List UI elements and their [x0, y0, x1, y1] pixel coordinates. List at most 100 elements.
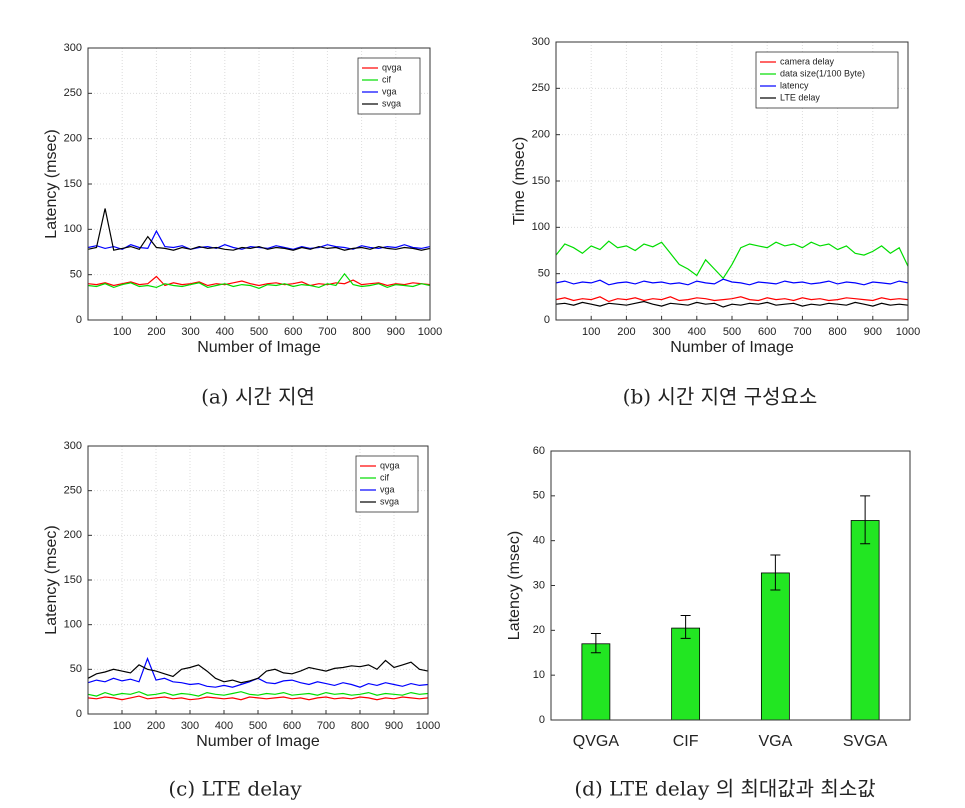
plot-area [551, 451, 910, 720]
x-axis-label: Number of Image [197, 339, 321, 356]
legend: qvga cif vga svga [357, 57, 421, 115]
caption: (d) LTE delay 의 최대값과 최소값 [574, 777, 875, 801]
caption: (a) 시간 지연 [201, 385, 315, 409]
legend: camera delay data size(1/100 Byte) latency… [755, 51, 899, 109]
y-axis-label: Latency (msec) [43, 525, 60, 634]
series-line [555, 240, 909, 280]
y-axis-label: Latency (msec) [43, 129, 60, 238]
x-tick-label: 700 [317, 720, 335, 732]
x-axis-label: Number of Image [670, 339, 794, 356]
x-tick-label: 300 [652, 326, 670, 338]
legend-label: camera delay [780, 56, 835, 66]
x-tick-label: 400 [216, 326, 234, 338]
axes-frame [550, 450, 911, 721]
legend-box [755, 51, 899, 109]
x-tick-label: 700 [318, 326, 336, 338]
x-tick-label: 300 [181, 720, 199, 732]
caption: (b) 시간 지연 구성요소 [623, 385, 818, 409]
y-tick-label: 150 [64, 574, 82, 586]
x-tick-label: 600 [758, 326, 776, 338]
y-tick-label: 40 [533, 535, 545, 547]
series-line [87, 691, 429, 697]
y-tick-label: 100 [532, 221, 550, 233]
y-tick-label: 200 [64, 133, 82, 145]
bar [671, 627, 701, 721]
series-line [87, 659, 429, 684]
x-axis-label: Number of Image [196, 733, 320, 750]
error-bar [860, 495, 871, 545]
y-axis-label: Time (msec) [511, 137, 528, 225]
x-tick-label: CIF [673, 733, 699, 750]
legend-box [355, 455, 419, 513]
x-tick-label: 100 [113, 720, 131, 732]
x-tick-label: 500 [249, 720, 267, 732]
x-tick-label: 400 [215, 720, 233, 732]
y-tick-label: 10 [533, 669, 545, 681]
x-tick-label: 300 [181, 326, 199, 338]
y-tick-label: 100 [64, 223, 82, 235]
bar [760, 572, 790, 721]
x-tick-label: 600 [283, 720, 301, 732]
series-line [87, 695, 429, 701]
y-tick-label: 50 [533, 490, 545, 502]
y-tick-label: 0 [76, 314, 82, 326]
legend-label: cif [382, 74, 391, 84]
legend-label: LTE delay [780, 92, 820, 102]
y-tick-label: 250 [64, 485, 82, 497]
x-tick-label: 800 [351, 720, 369, 732]
x-tick-label: 900 [387, 326, 405, 338]
x-tick-label: 100 [113, 326, 131, 338]
y-tick-label: 250 [532, 82, 550, 94]
series-line [555, 278, 909, 286]
legend-box [357, 57, 421, 115]
y-tick-label: 200 [532, 129, 550, 141]
y-tick-label: 20 [533, 624, 545, 636]
legend-label: cif [380, 472, 389, 482]
y-tick-label: 50 [70, 663, 82, 675]
x-tick-label: 500 [723, 326, 741, 338]
legend-label: latency [780, 80, 809, 90]
x-tick-label: 400 [688, 326, 706, 338]
y-tick-label: 300 [64, 42, 82, 54]
legend-label: svga [380, 496, 399, 506]
x-tick-label: 200 [147, 326, 165, 338]
y-tick-label: 0 [76, 708, 82, 720]
y-axis-label: Latency (msec) [506, 531, 523, 640]
error-bar [770, 554, 781, 591]
x-tick-label: 1000 [418, 326, 442, 338]
bar [850, 520, 880, 721]
legend: qvga cif vga svga [355, 455, 419, 513]
y-tick-label: 50 [538, 268, 550, 280]
series-line [555, 296, 909, 303]
x-tick-label: 800 [828, 326, 846, 338]
x-tick-label: 1000 [416, 720, 440, 732]
y-tick-label: 60 [533, 445, 545, 457]
series-line [87, 275, 431, 287]
x-tick-label: VGA [758, 733, 792, 750]
series-line [555, 300, 909, 308]
legend-label: vga [382, 86, 397, 96]
y-tick-label: 0 [544, 314, 550, 326]
caption: (c) LTE delay [168, 777, 302, 801]
y-tick-label: 300 [532, 36, 550, 48]
x-tick-label: 500 [250, 326, 268, 338]
x-tick-label: 200 [147, 720, 165, 732]
y-tick-label: 100 [64, 619, 82, 631]
legend-label: qvga [380, 460, 400, 470]
y-tick-label: 200 [64, 529, 82, 541]
y-tick-label: 150 [64, 178, 82, 190]
x-tick-label: SVGA [843, 733, 888, 750]
legend-label: vga [380, 484, 395, 494]
y-tick-label: 30 [533, 579, 545, 591]
y-tick-label: 300 [64, 440, 82, 452]
axes-frame [87, 47, 431, 321]
legend-label: data size(1/100 Byte) [780, 68, 865, 78]
axes-frame [555, 41, 909, 321]
y-tick-label: 50 [70, 269, 82, 281]
legend-label: svga [382, 98, 401, 108]
x-tick-label: 100 [582, 326, 600, 338]
y-tick-label: 150 [532, 175, 550, 187]
error-bar [680, 615, 691, 639]
x-tick-label: 600 [284, 326, 302, 338]
